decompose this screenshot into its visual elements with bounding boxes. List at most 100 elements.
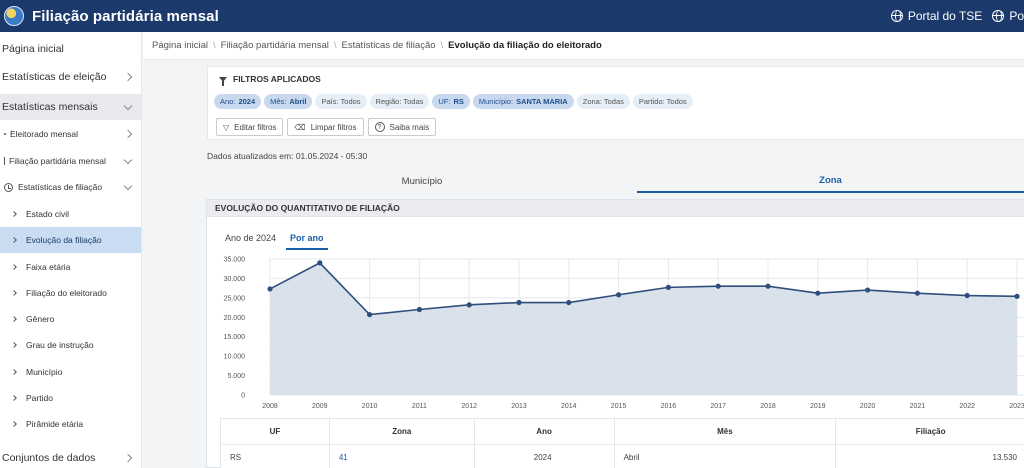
table-header-row: UF Zona Ano Mês Filiação <box>221 419 1024 444</box>
sidebar-item-estatisticas-filiacao[interactable]: Estatísticas de filiação <box>0 174 141 200</box>
subtab-ano[interactable]: Ano de 2024 <box>225 233 277 243</box>
y-tick-label: 30.000 <box>224 276 246 283</box>
data-table: UF Zona Ano Mês Filiação RS 41 2024 Abri… <box>220 418 1024 468</box>
chip-partido[interactable]: Partido: Todos <box>632 94 693 109</box>
chevron-right-icon <box>123 129 133 139</box>
data-point[interactable] <box>466 302 472 308</box>
data-point[interactable] <box>964 292 970 299</box>
chip-pais[interactable]: País: Todos <box>315 94 367 109</box>
sidebar-item-municipio[interactable]: Município <box>0 359 141 385</box>
data-point[interactable] <box>267 286 273 292</box>
data-point[interactable] <box>367 311 373 318</box>
sidebar-item-partido[interactable]: Partido <box>0 385 141 411</box>
x-tick-label: 2008 <box>262 403 278 410</box>
filter-chips: Ano: 2024 Mês: Abril País: Todos Região: T… <box>214 94 696 109</box>
y-tick-label: 25.000 <box>224 295 246 302</box>
portal-tse-link[interactable]: Portal do TSE <box>890 9 982 23</box>
y-tick-label: 20.000 <box>224 315 246 322</box>
clear-filters-button[interactable]: ⌫ Limpar filtros <box>287 118 364 136</box>
breadcrumb-item[interactable]: Filiação partidária mensal <box>220 40 329 51</box>
caret-right-icon <box>11 316 17 322</box>
x-tick-label: 2012 <box>461 403 477 410</box>
evolution-chart: 0 5.000 10.000 15.000 20.000 25.000 30.000 35.0… <box>224 257 1024 410</box>
chevron-down-icon <box>123 181 133 190</box>
sidebar-item-filiacao-eleitorado[interactable]: Filiação do eleitorado <box>0 280 141 306</box>
x-tick-label: 2014 <box>561 403 577 410</box>
breadcrumb: Página inicial \ Filiação partidária mens… <box>143 32 1024 60</box>
top-bar: Filiação partidária mensal Portal do TSE… <box>0 0 1024 32</box>
tab-municipio[interactable]: Município <box>401 176 443 187</box>
data-point[interactable] <box>914 290 921 296</box>
x-tick-label: 2020 <box>860 403 876 410</box>
chip-zona[interactable]: Zona: Todas <box>576 94 630 109</box>
x-tick-label: 2022 <box>959 403 975 410</box>
evolution-card: EVOLUÇÃO DO QUANTITATIVO DE FILIAÇÃO Ano… <box>206 199 1024 468</box>
y-tick-label: 15.000 <box>224 334 246 341</box>
x-tick-label: 2019 <box>810 403 826 410</box>
chevron-down-icon <box>123 101 133 110</box>
breadcrumb-item[interactable]: Estatísticas de filiação <box>341 40 436 51</box>
bar-icon <box>4 157 5 165</box>
x-tick-label: 2016 <box>661 403 677 410</box>
breadcrumb-item[interactable]: Página inicial <box>152 40 208 51</box>
data-point[interactable] <box>665 284 671 290</box>
chip-mes[interactable]: Mês: Abril <box>264 94 313 109</box>
data-point[interactable] <box>416 306 422 313</box>
x-tick-label: 2017 <box>710 403 726 410</box>
table-header: UF <box>221 419 330 444</box>
data-point[interactable] <box>616 292 622 298</box>
x-tick-label: 2010 <box>362 403 378 410</box>
data-point[interactable] <box>516 299 522 306</box>
table-header: Filiação <box>915 427 946 436</box>
learn-more-button[interactable]: ? Saiba mais <box>367 118 437 136</box>
edit-filters-button[interactable]: ▽ Editar filtros <box>216 118 284 136</box>
filters-title: FILTROS APLICADOS <box>233 74 321 84</box>
sidebar-item-filiacao-partidaria[interactable]: Filiação partidária mensal <box>0 148 141 174</box>
data-point[interactable] <box>317 260 323 266</box>
y-tick-label: 10.000 <box>224 354 246 361</box>
x-tick-label: 2011 <box>412 403 427 410</box>
table-cell-link[interactable]: 41 <box>330 445 475 468</box>
sidebar-item-eleitorado-mensal[interactable]: Eleitorado mensal <box>0 121 141 147</box>
y-tick-label: 0 <box>241 393 245 400</box>
subtab-por-ano[interactable]: Por ano <box>286 230 328 250</box>
app-title: Filiação partidária mensal <box>32 7 219 25</box>
second-top-link[interactable]: Po <box>992 9 1024 23</box>
chip-ano[interactable]: Ano: 2024 <box>214 94 262 109</box>
data-point[interactable] <box>566 299 572 306</box>
caret-right-icon <box>11 395 17 401</box>
sidebar-item-estado-civil[interactable]: Estado civil <box>0 201 141 227</box>
globe-icon <box>890 10 903 22</box>
sidebar-item-pagina-inicial[interactable]: Página inicial <box>2 43 64 55</box>
data-point[interactable] <box>1014 293 1020 299</box>
data-point[interactable] <box>815 290 821 296</box>
table-header: Ano <box>475 419 615 444</box>
clock-icon <box>4 182 13 192</box>
bullet-icon <box>4 133 6 135</box>
data-point[interactable] <box>715 283 721 289</box>
x-tick-label: 2023 <box>1009 403 1024 410</box>
table-cell: 2024 <box>475 445 615 468</box>
x-tick-label: 2015 <box>611 403 627 410</box>
chip-municipio[interactable]: Município: SANTA MARIA <box>472 94 574 109</box>
sidebar-item-genero[interactable]: Gênero <box>0 306 141 332</box>
globe-icon <box>992 10 1005 22</box>
sidebar-item-evolucao-filiacao[interactable]: Evolução da filiação <box>0 227 141 253</box>
table-cell: 13.530 <box>992 452 1017 462</box>
sidebar-item-grau-instrucao[interactable]: Grau de instrução <box>0 332 141 358</box>
caret-right-icon <box>11 211 17 217</box>
sidebar-item-conjuntos-dados[interactable]: Conjuntos de dados <box>0 445 141 468</box>
table-header: Zona <box>330 419 475 444</box>
table-cell: RS <box>221 445 330 468</box>
data-point[interactable] <box>765 283 771 289</box>
tab-zona[interactable]: Zona <box>637 170 1024 193</box>
sidebar: Página inicial Estatísticas de eleição E… <box>0 32 142 468</box>
table-cell: Abril <box>615 445 837 468</box>
sidebar-item-estatisticas-mensais[interactable]: Estatísticas mensais <box>0 94 141 120</box>
sidebar-item-piramide-etaria[interactable]: Pirâmide etária <box>0 411 141 437</box>
sidebar-item-estatisticas-eleicao[interactable]: Estatísticas de eleição <box>0 64 141 90</box>
data-point[interactable] <box>865 287 871 293</box>
chip-regiao[interactable]: Região: Todas <box>369 94 430 109</box>
sidebar-item-faixa-etaria[interactable]: Faixa etária <box>0 254 141 280</box>
chip-uf[interactable]: UF: RS <box>432 94 470 109</box>
